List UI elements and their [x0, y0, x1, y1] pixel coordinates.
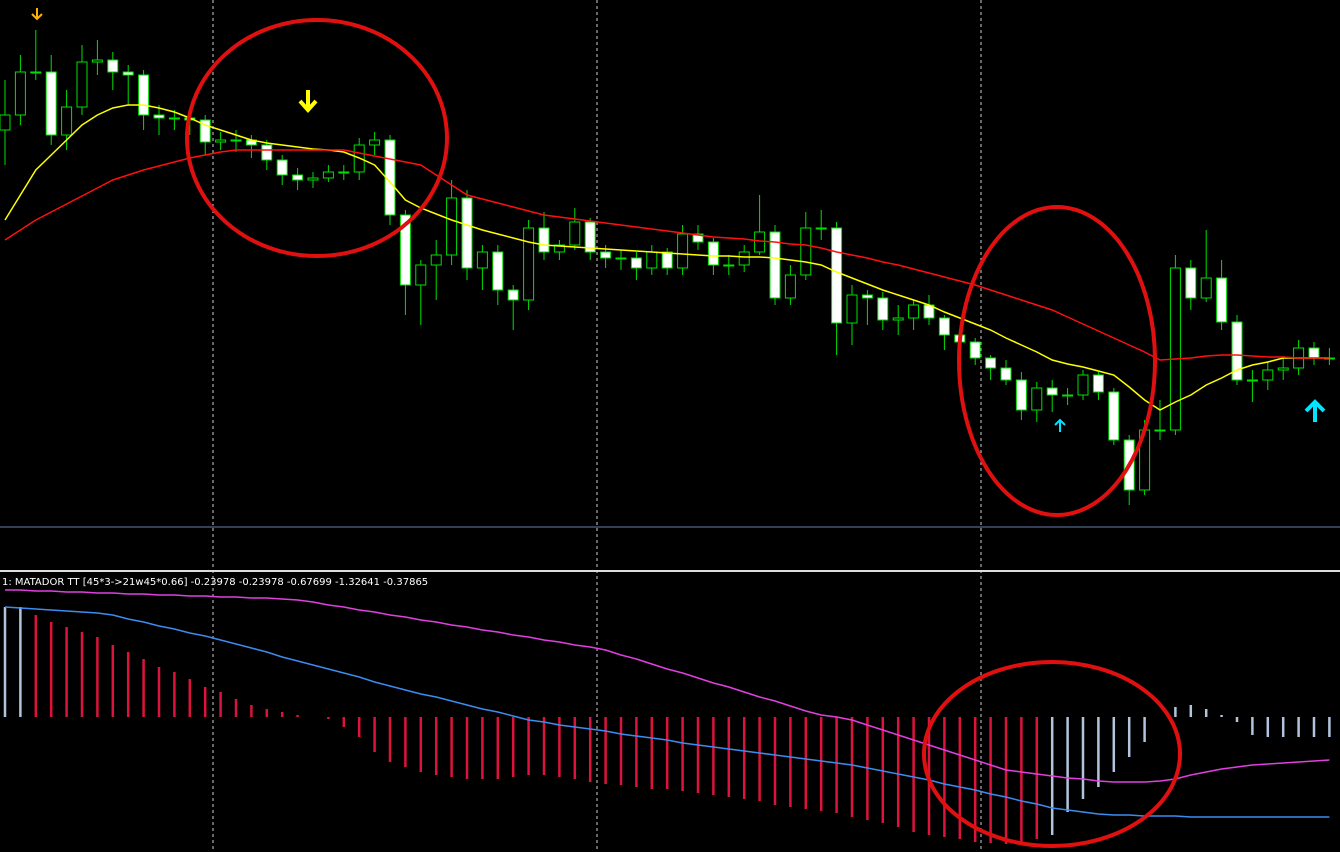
highlight-circle	[957, 205, 1157, 517]
annotations	[185, 18, 1182, 848]
candle-body	[523, 227, 535, 301]
indicator-line	[4, 606, 1330, 818]
candle-body	[307, 177, 319, 181]
candle-body	[877, 297, 889, 321]
candle-body	[0, 114, 11, 131]
candle-body	[122, 71, 134, 76]
candle-body	[215, 139, 227, 143]
candle-body	[815, 227, 827, 230]
candle-body	[1216, 277, 1228, 323]
indicator-line	[4, 149, 1330, 361]
candle-body	[45, 71, 57, 136]
candle-body	[1185, 267, 1197, 299]
candle-body	[892, 317, 904, 321]
candle-body	[938, 317, 950, 336]
candle-body	[476, 251, 488, 269]
candle-body	[1246, 379, 1258, 382]
candle-body	[292, 174, 304, 181]
candle-body	[276, 159, 288, 176]
arrow-up	[1304, 399, 1326, 422]
candle-body	[754, 231, 766, 253]
candle-body	[784, 274, 796, 299]
candle-body	[677, 233, 689, 269]
candle-body	[107, 59, 119, 73]
indicator-label: 1: MATADOR TT [45*3->21w45*0.66] -0.2397…	[2, 577, 428, 588]
candle-body	[969, 341, 981, 359]
candle-body	[831, 227, 843, 324]
candle-body	[1200, 277, 1212, 299]
candle-body	[800, 227, 812, 276]
highlight-circle	[185, 18, 449, 258]
candle-body	[646, 251, 658, 269]
candle-body	[1154, 429, 1166, 432]
candle-body	[846, 294, 858, 324]
candle-body	[1308, 347, 1320, 359]
candle-body	[615, 257, 627, 260]
candle-body	[1077, 374, 1089, 396]
candle-body	[908, 304, 920, 319]
candle-body	[723, 264, 735, 267]
candle-body	[168, 117, 180, 120]
candle-body	[1108, 391, 1120, 441]
candle-body	[76, 61, 88, 108]
candle-body	[769, 231, 781, 299]
candle-body	[1031, 387, 1043, 411]
candle-body	[861, 294, 873, 299]
arrow-down	[298, 90, 318, 114]
candle-body	[1092, 374, 1104, 393]
candle-body	[1000, 367, 1012, 381]
candle-body	[538, 227, 550, 253]
candle-body	[461, 197, 473, 269]
candle-body	[91, 59, 103, 63]
candle-body	[1169, 267, 1181, 431]
indicator-line	[5, 589, 1330, 783]
arrow-up	[1054, 418, 1066, 432]
candle-body	[261, 144, 273, 161]
indicator-line	[4, 104, 1330, 411]
candle-body	[430, 254, 442, 266]
candle-body	[399, 214, 411, 286]
candle-body	[153, 114, 165, 119]
candle-body	[584, 221, 596, 253]
candle-body	[415, 264, 427, 286]
signal-arrows	[31, 8, 1326, 432]
candle-body	[492, 251, 504, 291]
candle-body	[707, 241, 719, 266]
candle-body	[600, 251, 612, 259]
candle-body	[1046, 387, 1058, 396]
candle-body	[14, 71, 26, 116]
candle-body	[507, 289, 519, 301]
candle-body	[985, 357, 997, 369]
candle-body	[322, 171, 334, 179]
candle-body	[138, 74, 150, 116]
candle-body	[1262, 369, 1274, 381]
arrow-down	[31, 8, 43, 21]
plot-layer	[0, 30, 1335, 844]
highlight-circle	[922, 660, 1182, 848]
candle-body	[569, 221, 581, 246]
candle-body	[338, 171, 350, 174]
candle-body	[1277, 367, 1289, 371]
candle-body	[1015, 379, 1027, 411]
candle-body	[692, 233, 704, 243]
candle-body	[1062, 394, 1074, 397]
candle-body	[738, 251, 750, 266]
candle-body	[30, 71, 42, 74]
candle-body	[553, 244, 565, 253]
candle-body	[661, 251, 673, 269]
period-separators	[212, 0, 982, 852]
candle-body	[61, 106, 73, 136]
candle-body	[1231, 321, 1243, 381]
candle-body	[230, 139, 242, 142]
candle-body	[369, 139, 381, 146]
candle-body	[199, 119, 211, 143]
candle-body	[446, 197, 458, 256]
candle-body	[630, 257, 642, 269]
